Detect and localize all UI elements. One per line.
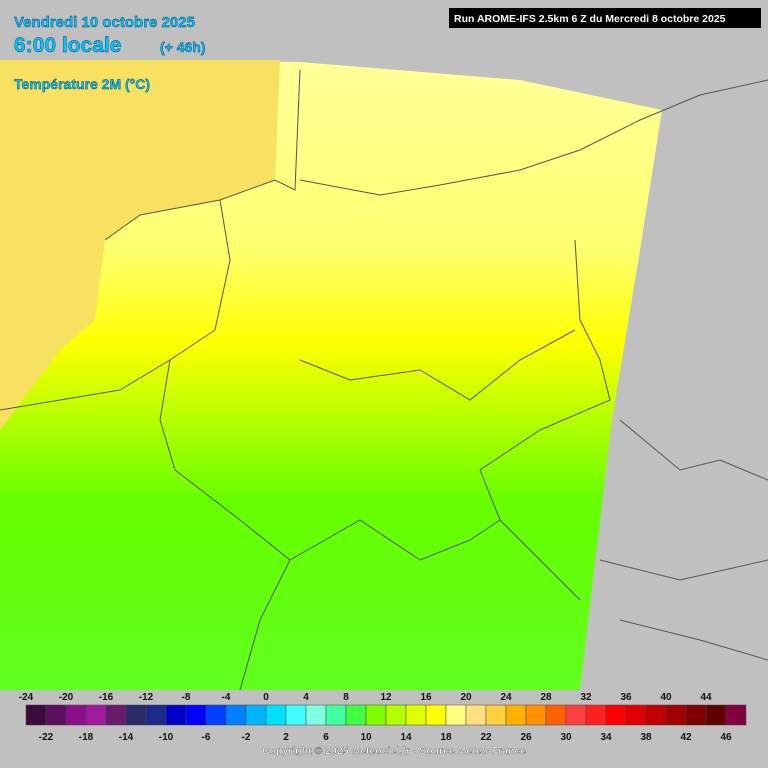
legend-swatch: [665, 704, 687, 726]
time: 6:00 locale: [14, 34, 121, 57]
legend-label: 20: [460, 692, 472, 703]
legend-swatch: [85, 704, 107, 726]
border: [599, 419, 768, 661]
legend-label: 12: [380, 692, 392, 703]
legend-swatch: [585, 704, 607, 726]
legend-swatch: [185, 704, 207, 726]
legend-label: -6: [202, 732, 211, 743]
legend-label: -22: [39, 732, 54, 743]
legend-swatch: [25, 704, 47, 726]
legend-label: 4: [303, 692, 309, 703]
legend-label: -4: [222, 692, 231, 703]
variable: Température 2M (°C): [14, 76, 150, 92]
legend-label: 28: [540, 692, 552, 703]
copyright: Copyright © 2025 Meteociel.fr - Source M…: [262, 745, 526, 757]
legend-label: 8: [343, 692, 349, 703]
legend-swatch: [605, 704, 627, 726]
border: [479, 239, 611, 601]
lead-time: (+ 46h): [160, 39, 206, 55]
legend-swatch: [405, 704, 427, 726]
legend-swatch: [445, 704, 467, 726]
legend-label: 0: [263, 692, 269, 703]
legend-swatch: [345, 704, 367, 726]
legend-label: -12: [139, 692, 154, 703]
legend-swatch: [525, 704, 547, 726]
date: Vendredi 10 octobre 2025: [14, 14, 195, 31]
legend-swatch: [205, 704, 227, 726]
legend-background: [0, 690, 768, 768]
legend-swatch: [45, 704, 67, 726]
legend-swatch: [245, 704, 267, 726]
legend-swatch: [645, 704, 667, 726]
legend-label: 14: [400, 732, 412, 743]
border: [0, 359, 171, 411]
legend-swatch: [545, 704, 567, 726]
legend-label: 10: [360, 732, 372, 743]
legend-swatch: [705, 704, 727, 726]
legend-swatch: [465, 704, 487, 726]
legend-swatch: [505, 704, 527, 726]
legend-label: 16: [420, 692, 432, 703]
legend-swatch: [225, 704, 247, 726]
legend-swatch: [105, 704, 127, 726]
legend-swatch: [265, 704, 287, 726]
coastline: [104, 69, 301, 241]
run-box: [449, 8, 761, 28]
legend-label: 44: [700, 692, 712, 703]
legend-label: 2: [283, 732, 289, 743]
legend-label: -8: [182, 692, 191, 703]
legend-swatch: [725, 704, 747, 726]
legend-swatch: [425, 704, 447, 726]
coastline: [299, 79, 768, 196]
cool-sea-area: [0, 60, 280, 430]
legend-label: 46: [720, 732, 732, 743]
legend-label: -18: [79, 732, 94, 743]
legend-label: 24: [500, 692, 512, 703]
legend-label: -10: [159, 732, 174, 743]
legend-swatch: [685, 704, 707, 726]
legend-label: -20: [59, 692, 74, 703]
legend-label: 18: [440, 732, 452, 743]
legend-swatch: [385, 704, 407, 726]
legend-label: 6: [323, 732, 329, 743]
legend: -24-22-20-18-16-14-12-10-8-6-4-202468101…: [19, 692, 747, 743]
legend-label: -14: [119, 732, 134, 743]
legend-swatch: [365, 704, 387, 726]
legend-swatch: [625, 704, 647, 726]
legend-swatch: [325, 704, 347, 726]
legend-label: 42: [680, 732, 692, 743]
legend-label: 30: [560, 732, 572, 743]
legend-swatch: [165, 704, 187, 726]
legend-label: 22: [480, 732, 492, 743]
legend-label: 38: [640, 732, 652, 743]
legend-swatch: [125, 704, 147, 726]
legend-label: 32: [580, 692, 592, 703]
border: [289, 519, 501, 561]
border: [159, 199, 291, 691]
legend-label: 36: [620, 692, 632, 703]
run-info: Run AROME-IFS 2.5km 6 Z du Mercredi 8 oc…: [454, 13, 726, 25]
legend-swatch: [565, 704, 587, 726]
legend-swatch: [145, 704, 167, 726]
legend-swatch: [285, 704, 307, 726]
legend-label: -2: [242, 732, 251, 743]
temperature-field: [0, 60, 662, 690]
legend-swatch: [305, 704, 327, 726]
legend-label: -24: [19, 692, 34, 703]
legend-swatch: [65, 704, 87, 726]
legend-label: 40: [660, 692, 672, 703]
legend-label: -16: [99, 692, 114, 703]
borders: [0, 69, 768, 691]
legend-swatch: [485, 704, 507, 726]
legend-label: 34: [600, 732, 612, 743]
legend-label: 26: [520, 732, 532, 743]
border: [299, 329, 576, 401]
